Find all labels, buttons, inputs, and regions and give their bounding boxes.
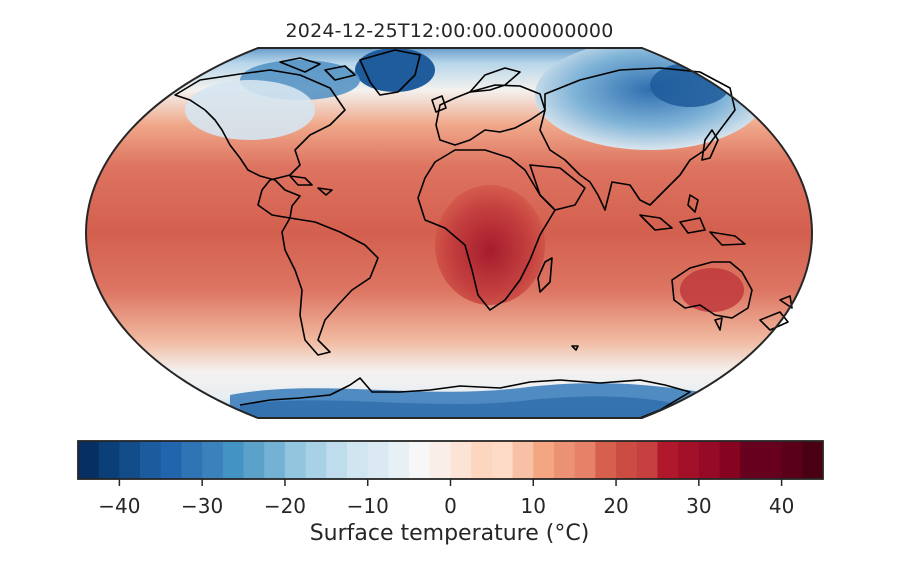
colorbar-cell [388, 441, 410, 479]
colorbar-cell [305, 441, 327, 479]
coast-north-america [174, 69, 346, 219]
colorbar-cell [367, 441, 389, 479]
colorbar-cell [429, 441, 451, 479]
colorbar-cell [616, 441, 638, 479]
colorbar-tick-label: 40 [769, 494, 794, 518]
colorbar-tick-label: −20 [264, 494, 306, 518]
colorbar-cell [657, 441, 679, 479]
colorbar-cell [119, 441, 141, 479]
colorbar-ticks: −40 −30 −20 −10 0 10 20 30 40 [98, 479, 794, 518]
colorbar-cell [160, 441, 182, 479]
colorbar-label: Surface temperature (°C) [309, 521, 590, 546]
colorbar-tick-label: −30 [181, 494, 223, 518]
greenland-cold [355, 48, 435, 92]
colorbar-tick-label: 20 [603, 494, 628, 518]
colorbar-cell [678, 441, 700, 479]
coast-africa [417, 149, 556, 311]
colorbar-tick-label: 30 [686, 494, 711, 518]
colorbar-cell [140, 441, 162, 479]
colorbar-cell [574, 441, 596, 479]
colorbar-cell [450, 441, 472, 479]
colorbar-cell [636, 441, 658, 479]
colorbar-cell [512, 441, 534, 479]
coast-south-america [281, 217, 379, 356]
colorbar-tick-label: 10 [521, 494, 546, 518]
colorbar-cell [78, 441, 100, 479]
colorbar-cell [740, 441, 762, 479]
colorbar-cell [264, 441, 286, 479]
colorbar-cell [595, 441, 617, 479]
colorbar-cell [98, 441, 120, 479]
colorbar-tick-label: −10 [347, 494, 389, 518]
coast-greenland [359, 49, 421, 96]
colorbar-cell [326, 441, 348, 479]
colorbar-cell [202, 441, 224, 479]
colorbar-cell [471, 441, 493, 479]
colorbar-cells [78, 441, 824, 479]
colorbar-cell [409, 441, 431, 479]
colorbar-tick-label: 0 [444, 494, 457, 518]
colorbar-cell [802, 441, 824, 479]
map-frame [84, 47, 814, 419]
colorbar-cell [781, 441, 803, 479]
colorbar-tick-label: −40 [98, 494, 140, 518]
colorbar-cell [284, 441, 307, 479]
colorbar-cell [760, 441, 783, 479]
coastlines [174, 49, 793, 419]
colorbar-cell [533, 441, 555, 479]
colorbar-cell [698, 441, 720, 479]
colorbar-cell [553, 441, 576, 479]
coast-asia [539, 67, 736, 211]
colorbar-cell [243, 441, 265, 479]
coast-australia [671, 261, 753, 319]
colorbar-cell [347, 441, 369, 479]
colorbar-cell [222, 441, 244, 479]
coast-europe [435, 84, 546, 146]
colorbar-cell [181, 441, 203, 479]
map-title: 2024-12-25T12:00:00.000000000 [285, 20, 614, 42]
colorbar-cell [491, 441, 513, 479]
colorbar-cell [719, 441, 741, 479]
coast-antarctica [239, 377, 691, 419]
